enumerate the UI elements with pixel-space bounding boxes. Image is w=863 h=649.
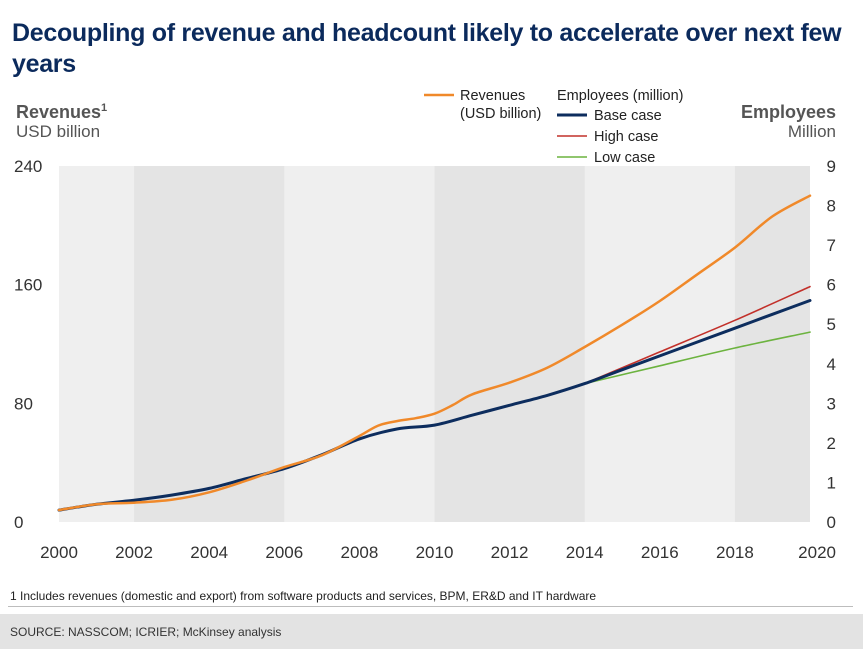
right-tick-label: 8 (827, 197, 836, 216)
series-line-high (583, 285, 811, 385)
left-tick-label: 240 (14, 157, 42, 176)
footnote-divider (8, 606, 853, 607)
legend-label-revenues-unit: (USD billion) (460, 106, 541, 122)
left-tick-label: 80 (14, 394, 33, 413)
left-tick-label: 0 (14, 513, 23, 532)
x-tick-label: 2002 (115, 543, 153, 562)
x-axis-ticks: 2000 2002 2004 2006 2008 2010 2012 2014 2016 2018… (40, 543, 836, 562)
x-tick-label: 2000 (40, 543, 78, 562)
right-tick-label: 2 (827, 434, 836, 453)
x-tick-label: 2018 (716, 543, 754, 562)
shaded-band-2 (734, 166, 810, 522)
shaded-band-0 (134, 166, 285, 522)
x-tick-label: 2006 (265, 543, 303, 562)
left-axis-title: Revenues1 (16, 102, 107, 122)
series-line-low (583, 331, 811, 385)
x-tick-label: 2008 (340, 543, 378, 562)
right-axis-ticks: 0 1 2 3 4 5 6 7 8 9 (827, 157, 836, 532)
source-text: SOURCE: NASSCOM; ICRIER; McKinsey analys… (10, 625, 282, 639)
right-tick-label: 5 (827, 315, 836, 334)
x-tick-label: 2016 (641, 543, 679, 562)
right-tick-label: 1 (827, 473, 836, 492)
right-tick-label: 6 (827, 276, 836, 295)
legend-label-base: Base case (594, 108, 662, 124)
series-line-base (57, 299, 812, 512)
left-axis-unit: USD billion (16, 122, 100, 141)
legend-label-revenues: Revenues (460, 88, 525, 104)
right-axis-title: Employees (741, 102, 836, 122)
left-axis-ticks: 0 80 160 240 (14, 157, 42, 532)
right-tick-label: 0 (827, 513, 836, 532)
series-lines (57, 194, 812, 512)
right-tick-label: 4 (827, 355, 836, 374)
chart-title: Decoupling of revenue and headcount like… (12, 19, 842, 78)
series-line-revenues (57, 194, 812, 512)
x-tick-label: 2010 (416, 543, 454, 562)
left-tick-label: 160 (14, 276, 42, 295)
x-tick-label: 2004 (190, 543, 228, 562)
right-tick-label: 3 (827, 394, 836, 413)
footnote: 1 Includes revenues (domestic and export… (10, 589, 597, 603)
right-axis-unit: Million (788, 122, 836, 141)
legend: Revenues (USD billion) Employees (millio… (424, 88, 684, 166)
legend-label-high: High case (594, 129, 658, 145)
shaded-band-1 (434, 166, 585, 522)
shaded-bands (59, 166, 810, 522)
x-tick-label: 2020 (798, 543, 836, 562)
right-tick-label: 7 (827, 236, 836, 255)
source-bar: SOURCE: NASSCOM; ICRIER; McKinsey analys… (0, 614, 863, 649)
x-tick-label: 2012 (491, 543, 529, 562)
legend-label-low: Low case (594, 150, 655, 166)
right-tick-label: 9 (827, 157, 836, 176)
x-tick-label: 2014 (566, 543, 604, 562)
legend-employees-header: Employees (million) (557, 88, 684, 104)
